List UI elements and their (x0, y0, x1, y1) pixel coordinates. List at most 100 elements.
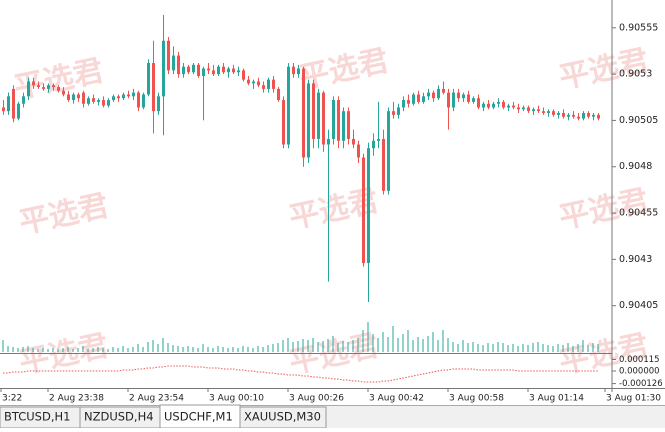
candle-body (47, 85, 50, 89)
candle-body (242, 70, 245, 80)
axes: 0.90555 0.9053 0.90505 0.9048 0.90455 0.9043 0… (0, 22, 663, 404)
candle-body (562, 113, 565, 117)
tab-label[interactable]: NZDUSD,H4 (84, 410, 154, 424)
candle-body (437, 88, 440, 99)
candle-body (422, 96, 425, 102)
candle-body (447, 92, 450, 108)
candle-body (587, 113, 590, 117)
candle-body (307, 83, 310, 158)
candle-body (152, 62, 155, 112)
candle-body (327, 138, 330, 145)
tab-label[interactable]: USDCHF,M1 (164, 410, 233, 424)
candle-body (577, 116, 580, 119)
tab-label[interactable]: XAUUSD,M30 (244, 410, 321, 424)
candle-body (167, 40, 170, 71)
candle-body (317, 92, 320, 139)
tabs[interactable]: BTCUSD,H1 NZDUSD,H4 USDCHF,M1 XAUUSD,M30 (0, 404, 327, 429)
indicator-tick-label: 0.000000 (619, 367, 660, 377)
candle-body (247, 79, 250, 84)
y-tick-label: 0.90405 (619, 300, 658, 311)
candle-body (592, 114, 595, 117)
candle-body (387, 111, 390, 191)
candle-body (287, 66, 290, 145)
candle-body (337, 100, 340, 141)
candle-body (297, 68, 300, 75)
candle-body (452, 92, 455, 108)
candle-body (502, 101, 505, 108)
candle-body (32, 81, 35, 86)
indicator-panel (3, 365, 598, 383)
candle-body (177, 55, 180, 75)
candle-body (407, 100, 410, 104)
candle-body (172, 55, 175, 71)
indicator-tick-label: -0.000126 (619, 379, 663, 389)
candle-body (417, 94, 420, 102)
y-tick-label: 0.9048 (619, 161, 652, 172)
candle-body (282, 100, 285, 145)
candle-body (567, 114, 570, 117)
candle-body (37, 85, 40, 88)
x-tick-label: 3 Aug 00:42 (369, 394, 424, 404)
x-tick-label: 3 Aug 00:10 (209, 394, 264, 404)
candle-body (537, 109, 540, 112)
candle-body (362, 157, 365, 264)
candle-body (132, 92, 135, 97)
candle-body (532, 109, 535, 112)
candle-body (127, 94, 130, 97)
candle-body (17, 103, 20, 119)
candle-body (487, 103, 490, 108)
candle-body (582, 113, 585, 119)
candle-body (217, 66, 220, 75)
candle-body (27, 81, 30, 97)
candle-body (597, 114, 600, 119)
candle-body (197, 64, 200, 76)
candle-body (117, 96, 120, 99)
candle-body (267, 79, 270, 89)
candle-body (12, 88, 15, 119)
indicator-line (3, 365, 598, 383)
tab-label[interactable]: BTCUSD,H1 (4, 410, 70, 424)
candle-body (527, 107, 530, 112)
candle-body (192, 64, 195, 73)
x-tick-label: 2 Aug 23:38 (49, 394, 104, 404)
candle-body (112, 96, 115, 101)
candle-body (212, 70, 215, 75)
price-panel (2, 14, 600, 352)
candle-body (57, 87, 60, 91)
y-tick-label: 0.90555 (619, 22, 658, 33)
candle-body (187, 66, 190, 73)
candle-body (392, 111, 395, 115)
candle-body (42, 87, 45, 89)
candle-body (367, 148, 370, 264)
x-tick-label: 3:22 (2, 394, 22, 404)
candle-body (252, 81, 255, 84)
candle-body (477, 98, 480, 108)
candle-body (52, 85, 55, 88)
candle-body (412, 94, 415, 104)
candle-body (262, 85, 265, 89)
candle-body (147, 62, 150, 95)
candle-body (492, 103, 495, 108)
candle-body (377, 138, 380, 141)
candle-body (82, 92, 85, 104)
candle-body (182, 66, 185, 75)
candle-body (542, 111, 545, 114)
candle-body (382, 138, 385, 191)
candle-body (87, 98, 90, 104)
candle-body (482, 103, 485, 108)
candle-body (522, 107, 525, 110)
candle-body (232, 68, 235, 73)
x-tick-label: 3 Aug 01:30 (606, 394, 661, 404)
candle-body (552, 111, 555, 115)
candle-body (352, 138, 355, 145)
x-tick-label: 3 Aug 01:14 (529, 394, 584, 404)
candle-body (517, 107, 520, 110)
candle-body (202, 68, 205, 76)
candle-body (277, 88, 280, 101)
candle-body (342, 111, 345, 141)
candle-body (72, 94, 75, 101)
candle-body (347, 111, 350, 139)
candle-body (222, 66, 225, 73)
